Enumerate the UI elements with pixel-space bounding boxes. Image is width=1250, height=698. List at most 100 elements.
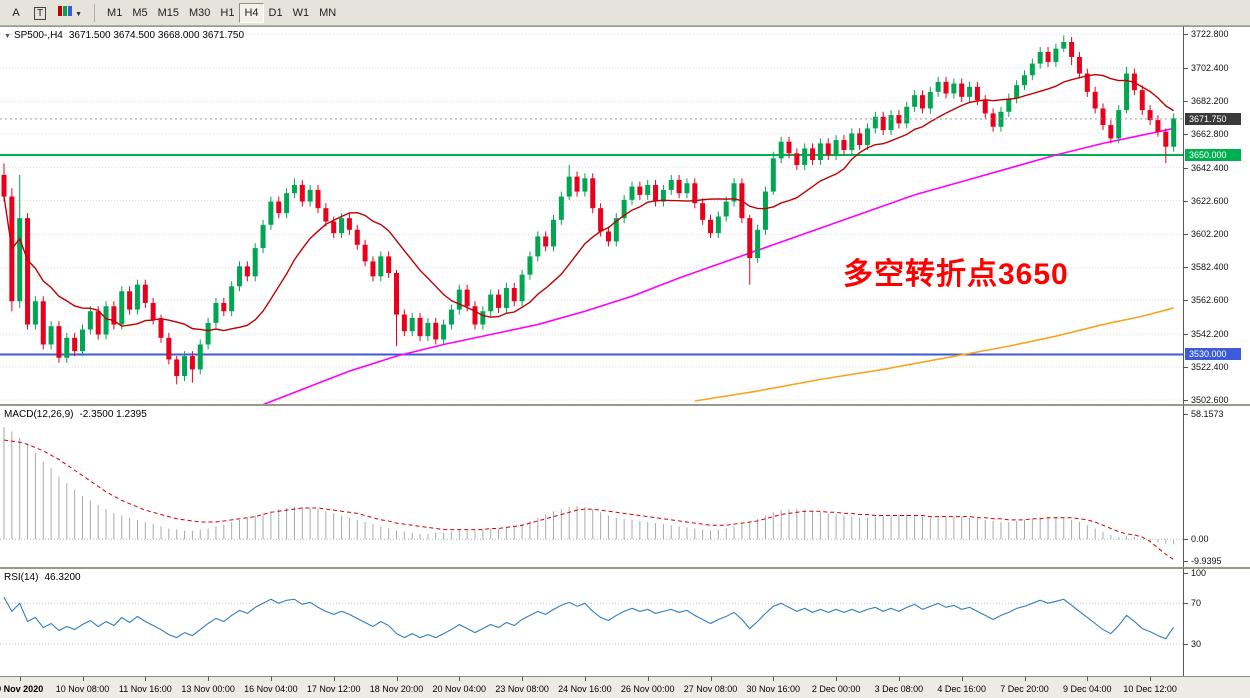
- axis-tick: [1184, 300, 1188, 302]
- time-tick: [333, 677, 335, 681]
- price-axis-label: 3522.400: [1191, 362, 1229, 373]
- hline-price-tag: 3650.000: [1185, 149, 1241, 161]
- main-price-chart-panel[interactable]: ▼ SP500-,H4 3671.500 3674.500 3668.000 367…: [0, 26, 1183, 405]
- price-axis-label: 3622.600: [1191, 195, 1229, 206]
- price-axis-label: 3662.800: [1191, 128, 1229, 139]
- macd-name-label: MACD(12,26,9): [4, 409, 74, 420]
- axis-tick: [1184, 133, 1188, 135]
- time-tick: [1087, 677, 1089, 681]
- time-axis-label: 23 Nov 08:00: [495, 684, 549, 694]
- timeframe-button-m15[interactable]: M15: [153, 3, 184, 23]
- axis-tick: [1184, 643, 1188, 645]
- axis-tick: [1184, 200, 1188, 202]
- time-tick: [1150, 677, 1152, 681]
- macd-values: -2.3500 1.2395: [79, 409, 147, 420]
- axis-tick: [1184, 560, 1188, 562]
- time-axis-label: 11 Nov 16:00: [118, 684, 172, 694]
- time-axis-label: 10 Dec 12:00: [1123, 684, 1177, 694]
- time-axis-label: 24 Nov 16:00: [558, 684, 612, 694]
- timeframe-button-m30[interactable]: M30: [184, 3, 215, 23]
- time-axis-label: 18 Nov 20:00: [369, 684, 424, 694]
- time-tick: [208, 677, 210, 681]
- time-axis-label: 2 Dec 00:00: [811, 684, 861, 694]
- color-palette-button[interactable]: ▼: [53, 3, 87, 23]
- price-axis-label: 3702.400: [1191, 62, 1229, 73]
- toolbar-separator: [94, 3, 96, 22]
- candlestick-plot[interactable]: [0, 27, 1183, 405]
- macd-axis-label: -9.9395: [1191, 555, 1222, 566]
- ma-mid-line: [259, 127, 1174, 405]
- rsi-value: 46.3200: [44, 572, 81, 583]
- macd-axis-label: 58.1573: [1191, 408, 1224, 419]
- toolbar: A T ▼ M1 M5 M15 M30 H1 H4 D1 W1 MN: [0, 0, 1250, 26]
- chart-collapse-icon[interactable]: ▼: [4, 33, 11, 40]
- rsi-line: [3, 596, 1175, 640]
- price-axis-label: 3542.200: [1191, 329, 1229, 340]
- time-axis-label: 30 Nov 16:00: [746, 684, 801, 694]
- axis-tick: [1184, 234, 1188, 236]
- price-axis[interactable]: 3722.800 3702.400 3682.200 3662.800 3642.400…: [1183, 26, 1250, 405]
- ma-fast-line: [3, 73, 1175, 332]
- price-axis-label: 3502.600: [1191, 395, 1229, 405]
- time-tick: [898, 677, 900, 681]
- macd-plot[interactable]: [0, 406, 1183, 569]
- time-axis-label: 17 Nov 12:00: [306, 684, 361, 694]
- time-axis-label: 10 Nov 08:00: [55, 684, 110, 694]
- time-tick: [584, 677, 586, 681]
- axis-tick: [1184, 539, 1188, 541]
- price-axis-label: 3602.200: [1191, 229, 1229, 240]
- macd-axis[interactable]: 58.1573 0.00 -9.9395: [1183, 404, 1250, 569]
- time-axis[interactable]: 9 Nov 2020 10 Nov 08:00 11 Nov 16:00 13 Nov…: [0, 676, 1250, 698]
- axis-tick: [1184, 367, 1188, 369]
- time-tick: [459, 677, 461, 681]
- timeframe-button-h1[interactable]: H1: [215, 3, 239, 23]
- time-axis-label: 20 Nov 04:00: [432, 684, 487, 694]
- palette-icon: [58, 4, 73, 22]
- time-axis-label: 26 Nov 00:00: [620, 684, 675, 694]
- rsi-header: RSI(14) 46.3200: [4, 572, 81, 583]
- candles-layer: [1, 35, 1177, 385]
- time-tick: [82, 677, 84, 681]
- time-axis-label: 16 Nov 04:00: [244, 684, 298, 694]
- timeframe-button-m1[interactable]: M1: [102, 3, 127, 23]
- rsi-axis[interactable]: 100 70 30: [1183, 567, 1250, 678]
- timeframe-button-h4[interactable]: H4: [239, 2, 264, 23]
- hline-price-tag: 3530.000: [1185, 348, 1241, 361]
- current-price-tag: 3671.750: [1185, 112, 1241, 125]
- ma-slow-line: [694, 307, 1174, 402]
- chart-header: ▼ SP500-,H4 3671.500 3674.500 3668.000 367…: [4, 30, 244, 41]
- axis-tick: [1184, 603, 1188, 605]
- chevron-down-icon: ▼: [75, 10, 83, 18]
- time-tick: [1024, 677, 1026, 681]
- time-axis-label: 3 Dec 08:00: [874, 684, 924, 694]
- time-axis-label: 4 Dec 16:00: [937, 684, 986, 694]
- macd-axis-label: 0.00: [1191, 534, 1209, 545]
- time-tick: [710, 677, 712, 681]
- axis-tick: [1184, 167, 1188, 169]
- timeframe-button-w1[interactable]: W1: [288, 3, 315, 23]
- macd-indicator-panel[interactable]: MACD(12,26,9) -2.3500 1.2395: [0, 404, 1183, 569]
- axis-tick: [1184, 101, 1188, 103]
- timeframe-button-mn[interactable]: MN: [314, 3, 341, 23]
- macd-header: MACD(12,26,9) -2.3500 1.2395: [4, 409, 147, 420]
- timeframe-button-m5[interactable]: M5: [127, 3, 152, 23]
- timeframe-button-d1[interactable]: D1: [264, 3, 288, 23]
- timeframe-button-group: M1 M5 M15 M30 H1 H4 D1 W1 MN: [102, 2, 341, 23]
- annotation-text: 多空转折点3650: [843, 258, 1069, 291]
- axis-tick: [1184, 400, 1188, 401]
- rsi-plot[interactable]: [0, 569, 1183, 678]
- time-axis-label: 9 Nov 2020: [0, 684, 44, 694]
- time-tick: [396, 677, 398, 681]
- text-annotation-tool-button[interactable]: A: [5, 3, 27, 23]
- rsi-indicator-panel[interactable]: RSI(14) 46.3200: [0, 567, 1183, 678]
- time-axis-label: 27 Nov 08:00: [683, 684, 738, 694]
- price-axis-label: 3722.800: [1191, 29, 1229, 39]
- price-axis-label: 3582.400: [1191, 262, 1229, 273]
- chart-ohlc-values: 3671.500 3674.500 3668.000 3671.750: [68, 30, 245, 41]
- chart-symbol-label: SP500-,H4: [13, 30, 63, 41]
- axis-tick: [1184, 34, 1188, 35]
- axis-tick: [1184, 573, 1188, 574]
- text-label-tool-button[interactable]: T: [29, 3, 51, 23]
- rsi-name-label: RSI(14): [4, 572, 39, 583]
